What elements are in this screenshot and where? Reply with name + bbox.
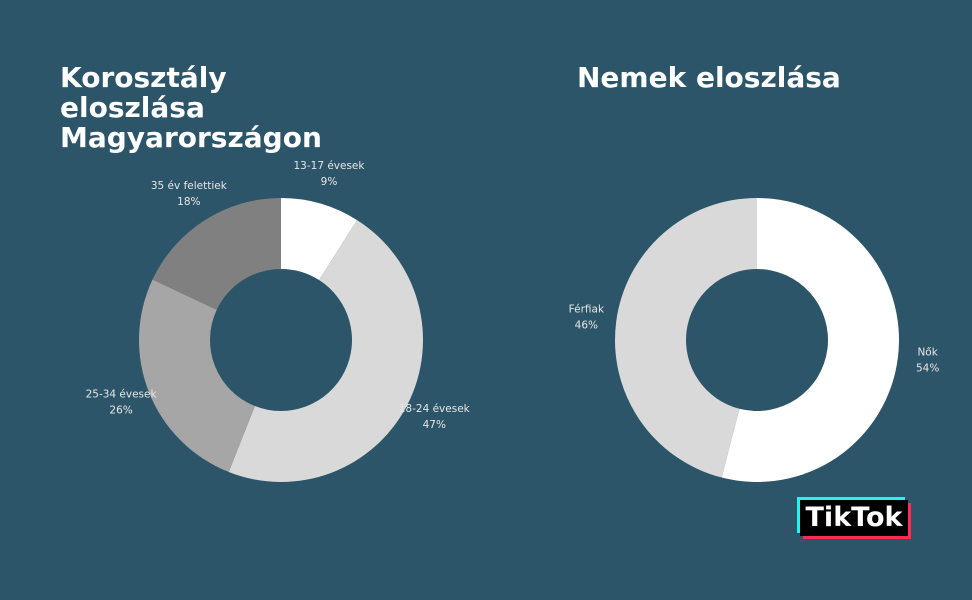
donut-slice (152, 198, 281, 310)
slice-value-label: 9% (321, 176, 338, 188)
slice-label: 35 év felettiek (151, 180, 228, 192)
slice-value-label: 47% (423, 419, 446, 431)
slice-label: 25-34 évesek (86, 388, 158, 400)
slice-label: Férfiak (569, 303, 605, 315)
slice-value-label: 54% (916, 363, 939, 375)
slice-label: 13-17 évesek (293, 160, 365, 172)
slice-value-label: 18% (177, 196, 200, 208)
donut-slice (228, 220, 424, 482)
slice-label: Nők (917, 347, 938, 359)
donut-slice (281, 198, 358, 281)
chart-title: Nemek eloszlása (577, 61, 841, 94)
slice-label: 18-24 évesek (399, 403, 471, 415)
donut-slice (615, 198, 757, 478)
donut-slice (139, 279, 255, 473)
slice-value-label: 26% (109, 404, 132, 416)
logo: TikTok (800, 500, 908, 536)
slice-value-label: 46% (575, 319, 598, 331)
donut-slice (721, 198, 900, 482)
chart-title: Korosztály eloszlása Magyarországon (60, 61, 322, 154)
